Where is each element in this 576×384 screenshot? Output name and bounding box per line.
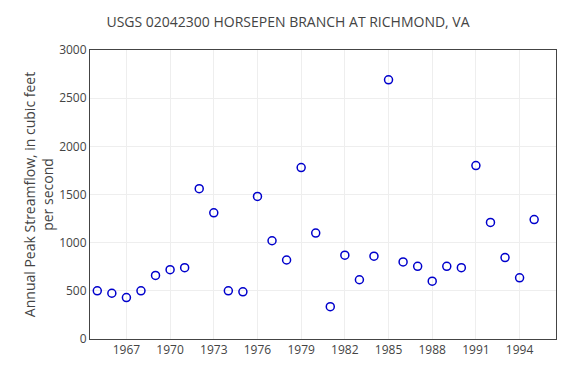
svg-text:1967: 1967	[113, 341, 141, 358]
svg-text:500: 500	[66, 282, 87, 299]
svg-text:3000: 3000	[59, 41, 87, 58]
svg-text:2000: 2000	[59, 138, 87, 155]
svg-text:1000: 1000	[59, 234, 87, 251]
svg-text:1500: 1500	[59, 186, 87, 203]
svg-text:1970: 1970	[156, 341, 184, 358]
svg-text:USGS 02042300 HORSEPEN BRANCH: USGS 02042300 HORSEPEN BRANCH AT RICHMON…	[106, 12, 469, 31]
svg-text:0: 0	[80, 330, 87, 347]
svg-text:2500: 2500	[59, 89, 87, 106]
svg-text:1985: 1985	[375, 341, 403, 358]
svg-text:Annual Peak Streamflow, in cub: Annual Peak Streamflow, in cubic feetper…	[20, 72, 57, 317]
svg-text:1973: 1973	[200, 341, 228, 358]
svg-text:1979: 1979	[287, 341, 315, 358]
svg-text:1994: 1994	[506, 341, 534, 358]
svg-text:1982: 1982	[331, 341, 359, 358]
svg-text:1988: 1988	[418, 341, 446, 358]
svg-text:1976: 1976	[244, 341, 272, 358]
svg-text:1991: 1991	[462, 341, 489, 358]
